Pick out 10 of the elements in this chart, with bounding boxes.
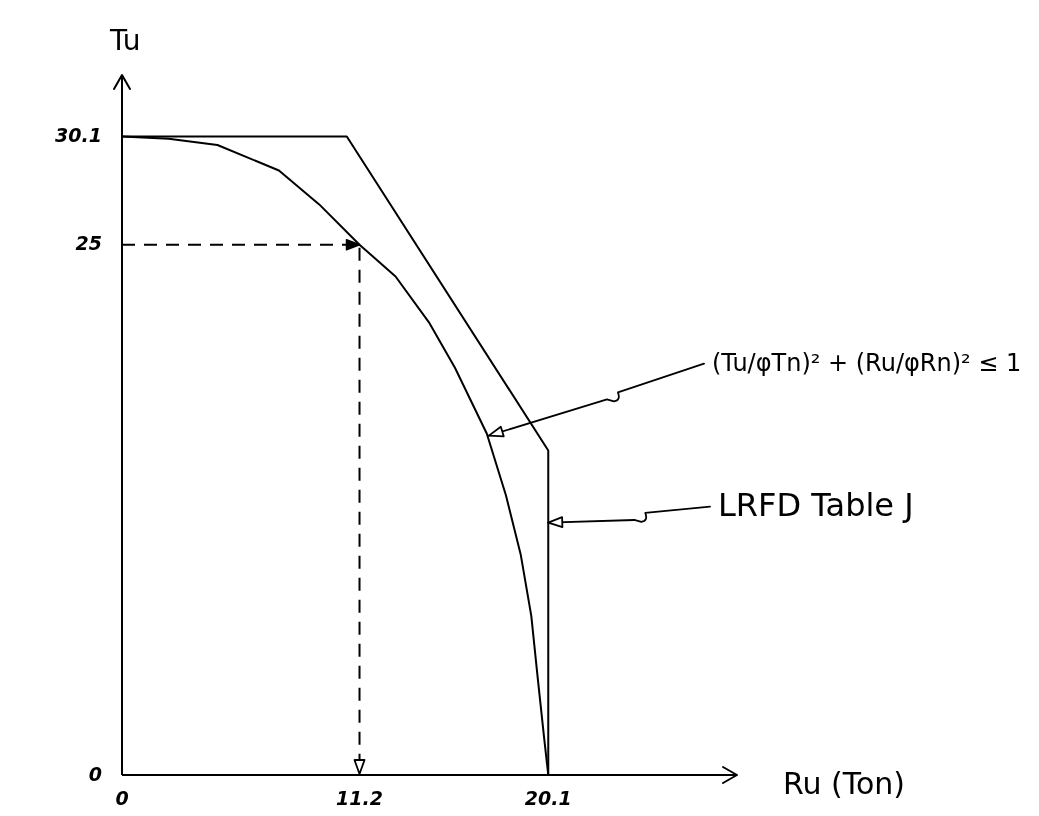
x-axis-title: Ru (Ton) — [783, 765, 906, 801]
x-tick-label: 20.1 — [524, 787, 572, 809]
y-tick-label: 30.1 — [55, 124, 102, 147]
y-tick-label: 25 — [75, 232, 102, 255]
annotation: LRFD Table J — [718, 485, 914, 524]
annotation: (Tu/φTn)² + (Ru/φRn)² ≤ 1 — [712, 348, 1022, 377]
x-tick-label: 11.2 — [336, 787, 383, 809]
y-axis-title: Tu — [109, 24, 141, 57]
x-tick-label: 0 — [115, 787, 129, 809]
y-tick-label: 0 — [88, 762, 102, 785]
